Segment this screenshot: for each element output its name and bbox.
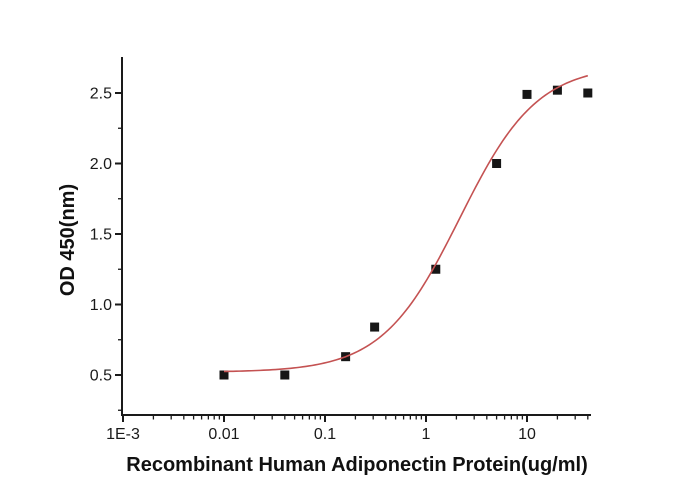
x-tick-label: 10 xyxy=(518,426,536,443)
y-tick-label: 1.5 xyxy=(90,227,112,244)
y-axis-title: OD 450(nm) xyxy=(57,184,79,296)
x-axis-minor-ticks xyxy=(152,415,589,420)
data-point-marker xyxy=(552,85,562,95)
y-tick-label: 2.0 xyxy=(90,156,112,173)
data-point-marker xyxy=(431,264,441,274)
data-point-marker xyxy=(280,370,290,380)
data-point-marker xyxy=(522,89,532,99)
data-point-marker xyxy=(370,322,380,332)
y-tick-label: 2.5 xyxy=(90,86,112,103)
data-point-series xyxy=(219,85,593,380)
y-axis-major-ticks xyxy=(115,92,122,376)
y-axis-tick-labels: 0.5 1.0 1.5 2.0 2.5 xyxy=(90,86,112,385)
x-axis-title: Recombinant Human Adiponectin Protein(ug… xyxy=(126,454,587,476)
x-tick-label: 1 xyxy=(422,426,431,443)
fit-curve-line xyxy=(223,74,589,373)
x-axis-major-ticks xyxy=(122,415,528,422)
y-tick-label: 1.0 xyxy=(90,297,112,314)
x-tick-label: 1E-3 xyxy=(106,426,140,443)
data-point-marker xyxy=(219,370,229,380)
y-axis-minor-ticks xyxy=(118,127,122,411)
x-tick-label: 0.01 xyxy=(208,426,239,443)
plot-axes xyxy=(121,57,591,416)
data-point-marker xyxy=(492,159,502,168)
x-tick-label: 0.1 xyxy=(314,426,336,443)
x-axis-tick-labels: 1E-3 0.01 0.1 1 10 xyxy=(106,426,536,443)
data-point-marker xyxy=(583,88,593,98)
y-tick-label: 0.5 xyxy=(90,368,112,385)
